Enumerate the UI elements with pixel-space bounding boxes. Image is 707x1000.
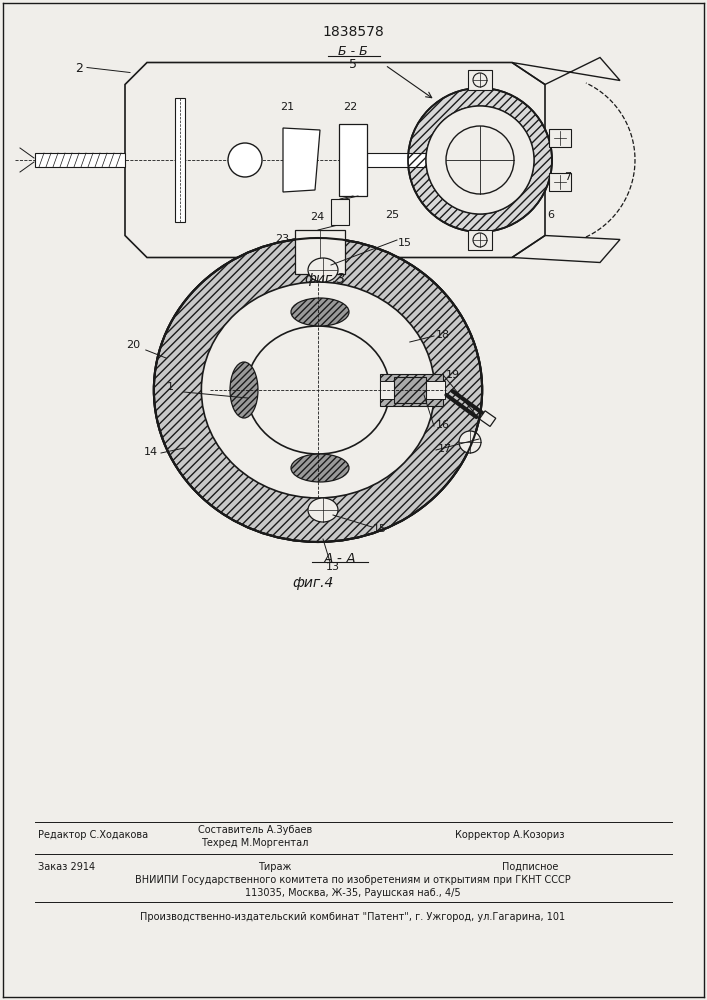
Text: 1: 1 — [167, 382, 174, 392]
Text: Техред М.Моргентал: Техред М.Моргентал — [201, 838, 309, 848]
Ellipse shape — [246, 326, 390, 454]
Ellipse shape — [308, 498, 338, 522]
Text: ВНИИПИ Государственного комитета по изобретениям и открытиям при ГКНТ СССР: ВНИИПИ Государственного комитета по изоб… — [135, 875, 571, 885]
Text: 24: 24 — [310, 212, 325, 222]
Text: 20: 20 — [126, 340, 140, 350]
Text: 1838578: 1838578 — [322, 25, 384, 39]
Text: Производственно-издательский комбинат "Патент", г. Ужгород, ул.Гагарина, 101: Производственно-издательский комбинат "П… — [141, 912, 566, 922]
Text: 15: 15 — [398, 238, 412, 248]
Text: А - А: А - А — [324, 552, 356, 566]
Ellipse shape — [154, 238, 482, 542]
Text: 15: 15 — [373, 524, 387, 534]
Ellipse shape — [291, 454, 349, 482]
Circle shape — [228, 143, 262, 177]
Bar — [380, 374, 443, 406]
Bar — [175, 98, 185, 222]
Bar — [479, 411, 496, 426]
Text: 7: 7 — [564, 172, 571, 182]
Bar — [468, 70, 492, 90]
Text: 2: 2 — [75, 62, 83, 76]
Bar — [339, 124, 367, 196]
Text: Б - Б: Б - Б — [338, 45, 368, 58]
Text: 18: 18 — [436, 330, 450, 340]
Ellipse shape — [291, 298, 349, 326]
Circle shape — [426, 106, 534, 214]
Circle shape — [408, 88, 552, 232]
Circle shape — [459, 431, 481, 453]
Text: 5: 5 — [349, 58, 357, 71]
Text: 23: 23 — [275, 234, 289, 244]
Circle shape — [426, 106, 534, 214]
Bar — [549, 129, 571, 147]
Text: 21: 21 — [280, 102, 294, 112]
Text: Корректор А.Козориз: Корректор А.Козориз — [455, 830, 565, 840]
Ellipse shape — [230, 362, 258, 418]
Text: Заказ 2914: Заказ 2914 — [38, 862, 95, 872]
Bar — [295, 230, 345, 274]
Ellipse shape — [308, 258, 338, 282]
Bar — [394, 377, 426, 403]
Bar — [380, 381, 445, 399]
Circle shape — [446, 126, 514, 194]
Text: 6: 6 — [547, 210, 554, 220]
Circle shape — [473, 233, 487, 247]
Text: Тираж: Тираж — [258, 862, 292, 872]
Text: Составитель А.Зубаев: Составитель А.Зубаев — [198, 825, 312, 835]
Bar — [35, 153, 125, 167]
Text: 14: 14 — [144, 447, 158, 457]
Text: 113035, Москва, Ж-35, Раушская наб., 4/5: 113035, Москва, Ж-35, Раушская наб., 4/5 — [245, 888, 461, 898]
Text: Редактор С.Ходакова: Редактор С.Ходакова — [38, 830, 148, 840]
Text: 13: 13 — [326, 562, 340, 572]
Circle shape — [473, 73, 487, 87]
Bar — [549, 173, 571, 191]
Text: 19: 19 — [446, 370, 460, 380]
Ellipse shape — [201, 282, 435, 498]
Text: Подписное: Подписное — [502, 862, 559, 872]
Polygon shape — [283, 128, 320, 192]
Text: 25: 25 — [385, 210, 399, 220]
Text: фиг.3: фиг.3 — [304, 271, 346, 286]
Text: 22: 22 — [343, 102, 357, 112]
Bar — [468, 230, 492, 250]
Text: 16: 16 — [436, 420, 450, 430]
Text: 17: 17 — [438, 444, 452, 454]
Text: фиг.4: фиг.4 — [292, 576, 334, 590]
Bar — [331, 199, 349, 225]
Bar — [367, 153, 442, 167]
